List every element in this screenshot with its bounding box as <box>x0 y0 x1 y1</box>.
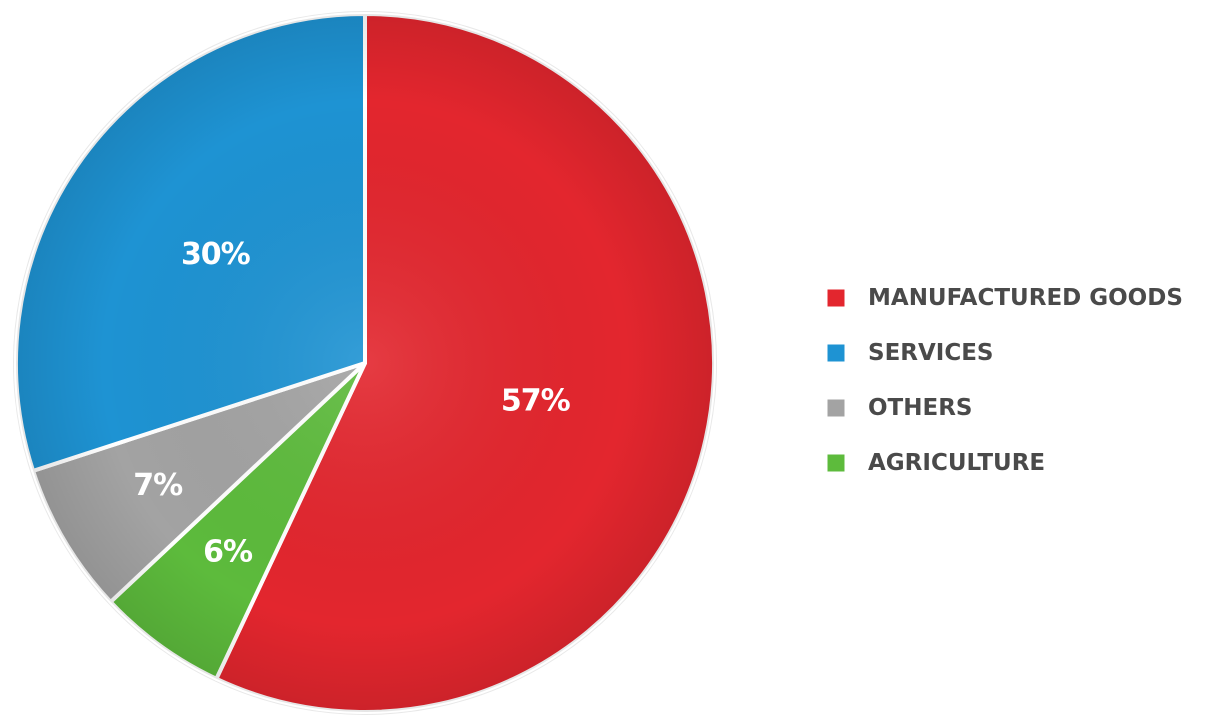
legend-item: SERVICES <box>824 340 994 366</box>
legend-item: OTHERS <box>824 395 972 421</box>
pie-value-label: 30% <box>181 237 251 272</box>
legend-swatch <box>824 451 848 475</box>
legend: MANUFACTURED GOODS SERVICES OTHERS AGRICULT… <box>824 285 1183 476</box>
pie-value-label: 57% <box>501 384 571 419</box>
legend-label: SERVICES <box>868 340 994 366</box>
legend-label: OTHERS <box>868 395 972 421</box>
pie-value-labels: 57% 6% 7% 30% <box>133 237 571 570</box>
legend-label: MANUFACTURED GOODS <box>868 285 1183 311</box>
pie-value-label: 6% <box>203 535 253 570</box>
legend-swatch <box>824 341 848 365</box>
pie-value-label: 7% <box>133 468 183 503</box>
pie-slices <box>14 12 716 714</box>
legend-swatch <box>824 396 848 420</box>
legend-item: AGRICULTURE <box>824 450 1045 476</box>
legend-label: AGRICULTURE <box>868 450 1045 476</box>
legend-item: MANUFACTURED GOODS <box>824 285 1183 311</box>
legend-swatch <box>824 286 848 310</box>
